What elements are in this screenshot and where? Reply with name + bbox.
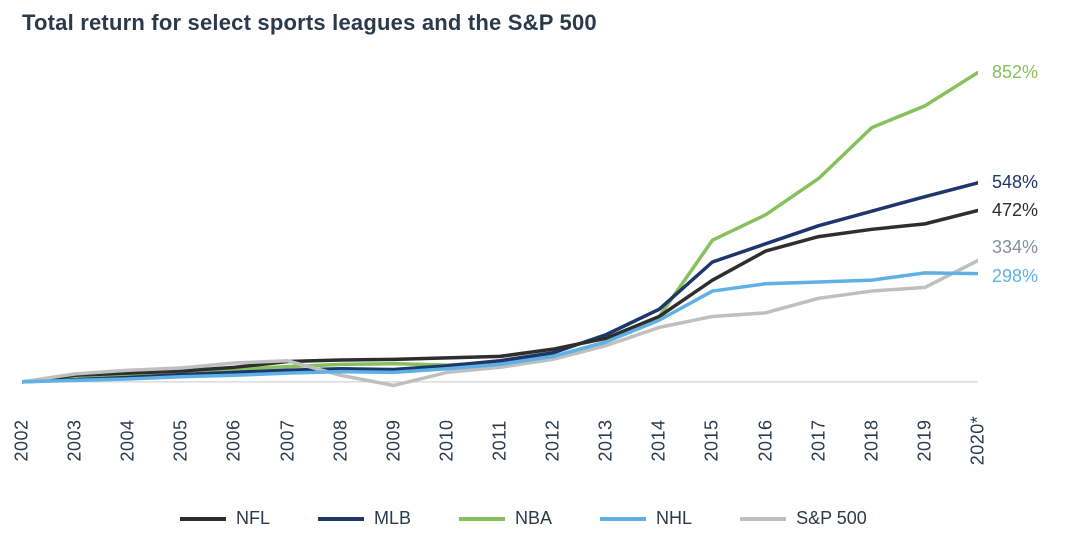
x-axis-label: 2017 — [808, 419, 829, 461]
x-axis-label: 2018 — [861, 419, 882, 461]
legend-item-sp500: S&P 500 — [740, 508, 867, 529]
x-axis-label: 2019 — [914, 419, 935, 461]
x-axis-label: 2014 — [649, 419, 670, 461]
legend-swatch-nba — [459, 517, 505, 521]
x-axis-label: 2002 — [12, 419, 33, 461]
legend-swatch-nfl — [180, 517, 226, 521]
legend-swatch-sp500 — [740, 517, 786, 521]
x-axis-label: 2020* — [968, 416, 989, 466]
series-end-label-nhl: 298% — [992, 266, 1038, 287]
x-axis-label: 2010 — [436, 419, 457, 461]
x-axis-label: 2008 — [330, 419, 351, 461]
series-end-label-sp500: 334% — [992, 237, 1038, 258]
legend-item-nfl: NFL — [180, 508, 270, 529]
series-line-sp500 — [22, 261, 978, 386]
series-end-label-mlb: 548% — [992, 172, 1038, 193]
x-axis-label: 2006 — [224, 419, 245, 461]
legend-swatch-nhl — [600, 517, 646, 521]
legend-item-mlb: MLB — [318, 508, 411, 529]
x-axis-label: 2013 — [596, 419, 617, 461]
x-axis-label: 2015 — [702, 419, 723, 461]
legend-label-mlb: MLB — [374, 508, 411, 529]
x-axis-label: 2009 — [383, 419, 404, 461]
x-axis-label: 2016 — [755, 419, 776, 461]
x-axis-labels: 2002200320042005200620072008200920102011… — [0, 430, 1080, 510]
chart-container: Total return for select sports leagues a… — [0, 0, 1080, 541]
series-line-nhl — [22, 273, 978, 382]
legend-label-nba: NBA — [515, 508, 552, 529]
chart-title: Total return for select sports leagues a… — [22, 10, 597, 36]
x-axis-label: 2004 — [118, 419, 139, 461]
legend-item-nba: NBA — [459, 508, 552, 529]
x-axis-label: 2011 — [490, 420, 511, 461]
legend-label-nhl: NHL — [656, 508, 692, 529]
chart-plot — [22, 55, 978, 400]
legend-item-nhl: NHL — [600, 508, 692, 529]
series-end-label-nfl: 472% — [992, 200, 1038, 221]
x-axis-label: 2005 — [171, 419, 192, 461]
x-axis-label: 2007 — [277, 419, 298, 461]
legend-label-nfl: NFL — [236, 508, 270, 529]
legend-label-sp500: S&P 500 — [796, 508, 867, 529]
x-axis-label: 2003 — [65, 419, 86, 461]
series-line-nba — [22, 72, 978, 381]
legend-swatch-mlb — [318, 517, 364, 521]
series-end-label-nba: 852% — [992, 62, 1038, 83]
chart-legend: NFL MLB NBA NHL S&P 500 — [180, 508, 867, 529]
x-axis-label: 2012 — [543, 419, 564, 461]
